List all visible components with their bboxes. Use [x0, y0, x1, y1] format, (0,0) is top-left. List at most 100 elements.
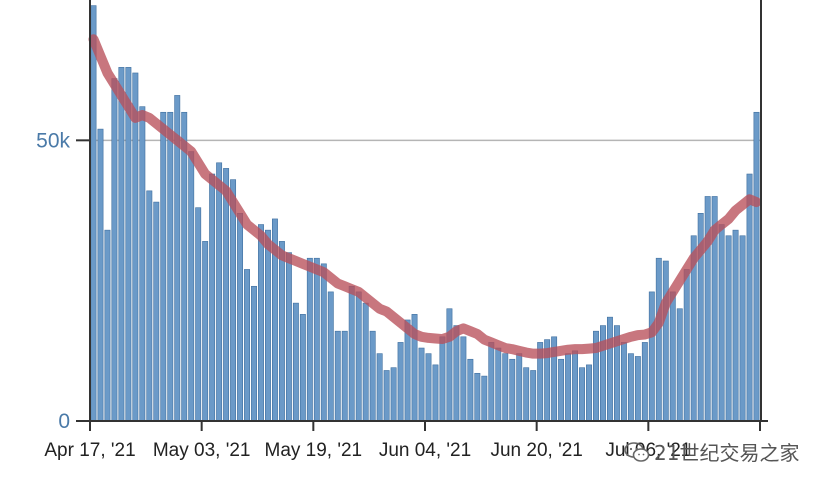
bar — [648, 291, 655, 422]
bar — [662, 260, 669, 422]
bar — [181, 111, 188, 422]
bar — [167, 111, 174, 422]
bar — [251, 285, 257, 422]
bar — [746, 173, 753, 422]
bar — [195, 207, 202, 422]
bar — [467, 358, 474, 422]
x-tick-label: Jun 04, '21 — [379, 440, 471, 461]
bar — [146, 190, 153, 422]
bar — [641, 342, 648, 422]
bar — [586, 364, 592, 422]
bar — [509, 358, 516, 422]
bar — [558, 358, 565, 422]
bar — [341, 330, 348, 422]
bar — [474, 372, 481, 422]
bar — [125, 67, 132, 422]
bar — [439, 336, 446, 422]
x-axis-ticks: Apr 17, '21 May 03, '21 May 19, '21 Jun 04,… — [44, 421, 761, 461]
bar — [683, 269, 690, 422]
bar — [655, 257, 662, 422]
bar — [669, 291, 676, 422]
bar — [383, 370, 390, 422]
bar — [362, 302, 369, 422]
bar — [153, 201, 160, 422]
bar — [530, 370, 537, 422]
bar — [132, 72, 139, 422]
trend-line — [88, 34, 762, 359]
bar — [160, 111, 167, 422]
bar-series — [90, 5, 760, 422]
y-axis-ticks: 0 50k — [36, 129, 90, 433]
bar — [376, 353, 383, 422]
bar — [188, 151, 195, 422]
bar — [634, 356, 641, 422]
x-tick-label: Apr 17, '21 — [44, 440, 135, 461]
bar — [355, 291, 362, 422]
bar — [446, 308, 453, 422]
bar — [313, 257, 320, 422]
bar — [258, 224, 264, 422]
bar — [725, 235, 732, 422]
x-tick-label: Jun 20, '21 — [490, 440, 582, 461]
bar — [327, 291, 334, 422]
y-tick-label: 50k — [36, 129, 70, 152]
bar — [237, 213, 244, 422]
bar — [118, 67, 125, 422]
bar — [306, 257, 313, 422]
x-tick-label: May 03, '21 — [153, 440, 251, 461]
bar — [565, 353, 572, 422]
watermark-text: 21世纪交易之家 — [654, 441, 800, 465]
trend-line-series — [88, 34, 762, 359]
bar — [627, 353, 634, 422]
bar — [718, 224, 725, 422]
bar — [600, 325, 606, 422]
bar — [223, 168, 230, 422]
bar — [453, 325, 460, 422]
bar — [285, 252, 292, 422]
bar — [739, 235, 746, 422]
bar — [139, 106, 146, 422]
bar — [90, 5, 97, 422]
bar — [334, 330, 341, 422]
bar — [418, 347, 425, 422]
bar — [579, 367, 585, 422]
bar — [606, 316, 613, 422]
bar — [620, 342, 627, 422]
bar — [572, 350, 579, 422]
bar — [299, 314, 306, 422]
bar — [425, 353, 432, 422]
bar — [516, 353, 523, 422]
bar — [244, 269, 250, 422]
bar — [209, 173, 216, 422]
bar — [97, 128, 104, 422]
bar — [202, 241, 209, 422]
bar — [432, 364, 439, 422]
wechat-icon — [624, 441, 650, 462]
bar — [397, 342, 404, 422]
bar — [460, 336, 467, 422]
bar — [502, 353, 509, 422]
bar — [104, 229, 111, 422]
bar — [676, 308, 683, 422]
x-tick-label: May 19, '21 — [265, 440, 363, 461]
bar — [390, 367, 397, 422]
bar — [265, 229, 271, 422]
bar — [292, 302, 299, 422]
bar — [348, 285, 355, 422]
bar — [481, 375, 488, 422]
y-tick-label: 0 — [58, 410, 70, 433]
watermark: 21世纪交易之家 — [624, 437, 799, 466]
axes — [76, 0, 768, 422]
bar — [111, 78, 118, 422]
bar — [369, 330, 376, 422]
bar — [488, 342, 495, 422]
bar — [523, 367, 530, 422]
bar — [216, 162, 223, 422]
bar — [320, 263, 327, 422]
bar — [753, 111, 760, 422]
bar — [278, 241, 285, 422]
bar — [230, 179, 237, 422]
bar — [495, 347, 502, 422]
bar — [732, 229, 739, 422]
